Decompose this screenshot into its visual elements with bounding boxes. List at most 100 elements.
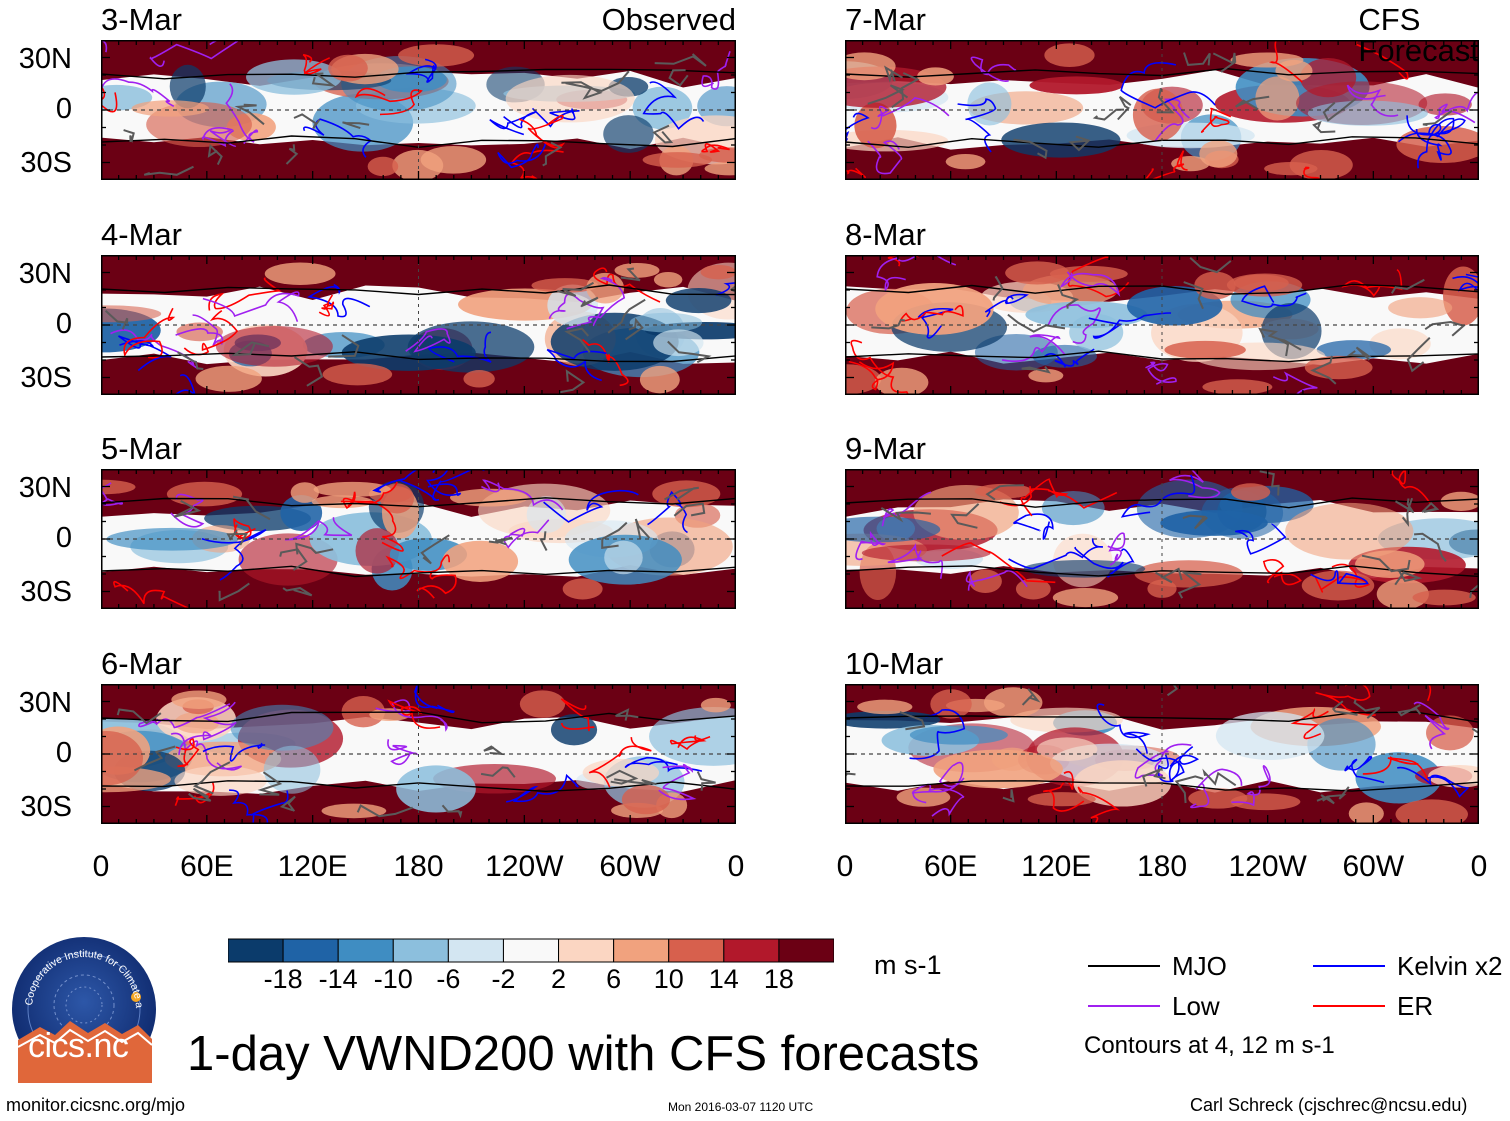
contour-line <box>174 782 215 806</box>
lon-tick-label: 60E <box>923 850 978 883</box>
contour-line <box>123 307 176 359</box>
heatmap-panel-9-Mar <box>845 469 1479 609</box>
contour-line <box>566 277 626 330</box>
panel-date: 7-Mar <box>845 2 926 37</box>
contour-line <box>303 118 373 158</box>
contour-line <box>560 698 595 732</box>
anomaly-blob <box>632 86 693 130</box>
contour-line <box>138 703 231 729</box>
contour-line <box>1362 756 1429 781</box>
colorbar <box>228 938 834 963</box>
contour-line <box>701 50 731 90</box>
anomaly-blob <box>280 494 323 531</box>
anomaly-blob <box>1285 502 1414 560</box>
contour-line <box>375 699 448 732</box>
contour-line <box>1315 684 1376 716</box>
contour-line <box>941 542 1056 584</box>
contour-line <box>405 328 451 353</box>
heatmap-panel-5-Mar <box>101 469 736 609</box>
contour-line <box>426 469 462 496</box>
anomaly-blob <box>917 67 954 86</box>
anomaly-blob <box>1307 100 1428 126</box>
heatmap-panel-7-Mar <box>845 40 1479 180</box>
contour-line <box>1013 513 1054 540</box>
colorbar-tick-label: -10 <box>373 964 413 994</box>
contour-line <box>1088 312 1172 339</box>
contour-line <box>582 339 629 387</box>
colorbar-tick-label: -2 <box>491 964 516 994</box>
contour-line <box>101 78 175 108</box>
contour-line <box>957 98 997 153</box>
contour-line <box>1231 765 1271 807</box>
anomaly-blob <box>1032 344 1097 368</box>
contour-line <box>318 294 335 317</box>
contour-line <box>342 481 398 510</box>
contour-line <box>175 737 200 768</box>
panel-date: 9-Mar <box>845 431 926 466</box>
contour-line <box>416 571 457 599</box>
lon-tick-label: 120E <box>1021 850 1092 883</box>
contour-line <box>178 701 237 755</box>
footer-url[interactable]: monitor.cicsnc.org/mjo <box>6 1095 186 1115</box>
panel-source: Observed <box>601 2 736 37</box>
mjo-contour <box>845 565 1479 578</box>
contour-line <box>428 331 492 363</box>
colorbar-swatch <box>392 938 449 963</box>
anomaly-blob <box>1388 297 1453 319</box>
contour-line <box>149 40 241 67</box>
anomaly-blob <box>933 749 1063 789</box>
anomaly-blob <box>967 82 1012 126</box>
colorbar-tick-label: 18 <box>763 964 794 994</box>
contour-line <box>715 282 736 296</box>
logo: Cooperative Institute for Climate and Sa… <box>6 926 158 1083</box>
anomaly-blob <box>1029 76 1124 95</box>
contour-line <box>340 500 404 552</box>
lon-tick-label: 0 <box>727 850 745 883</box>
contour-line <box>1145 361 1177 385</box>
contour-line <box>506 773 579 803</box>
anomaly-blob <box>603 115 654 153</box>
mjo-contour <box>101 68 736 80</box>
logo-globe-icon: Cooperative Institute for Climate and Sa… <box>6 926 156 1083</box>
anomaly-blob <box>164 741 282 777</box>
contour-line <box>170 732 242 771</box>
contour-line <box>1415 128 1452 161</box>
contour-line <box>202 742 266 762</box>
contour-line <box>1154 98 1190 142</box>
contour-line <box>302 53 331 75</box>
contour-line <box>481 479 564 511</box>
lat-tick-label: 30S <box>20 576 72 608</box>
contour-line <box>387 699 441 729</box>
contour-line <box>1235 523 1287 555</box>
anomaly-blob <box>604 540 643 575</box>
contour-line <box>118 335 172 372</box>
anomaly-blob <box>845 516 941 543</box>
anomaly-blob <box>246 59 343 95</box>
contour-line <box>642 81 705 130</box>
chart-title: 1-day VWND200 with CFS forecasts <box>187 1027 980 1081</box>
lon-tick-label: 0 <box>92 850 110 883</box>
lon-tick-label: 180 <box>1136 850 1188 883</box>
contour-line <box>1008 538 1103 570</box>
contour-line <box>1290 707 1329 740</box>
contour-line <box>593 267 661 303</box>
contour-line <box>1059 271 1121 297</box>
contour-line <box>867 140 903 175</box>
contour-line <box>497 141 547 169</box>
contour-line <box>489 111 536 136</box>
colorbar-swatch <box>337 938 394 963</box>
contour-line <box>202 291 300 322</box>
anomaly-blob <box>845 710 941 729</box>
anomaly-blob <box>215 326 333 367</box>
contour-line <box>1303 166 1321 180</box>
panel-date: 10-Mar <box>845 646 944 681</box>
anomaly-blob <box>665 288 732 314</box>
contour-line <box>173 374 196 395</box>
contour-line <box>307 283 371 318</box>
colorbar-tick-label: 14 <box>708 964 739 994</box>
lat-tick-label: 0 <box>55 308 72 340</box>
heatmap-panel-10-Mar <box>845 684 1479 824</box>
colorbar-tick-label: -14 <box>318 964 358 994</box>
lon-tick-label: 0 <box>1470 850 1488 883</box>
contour-line <box>1042 771 1085 812</box>
